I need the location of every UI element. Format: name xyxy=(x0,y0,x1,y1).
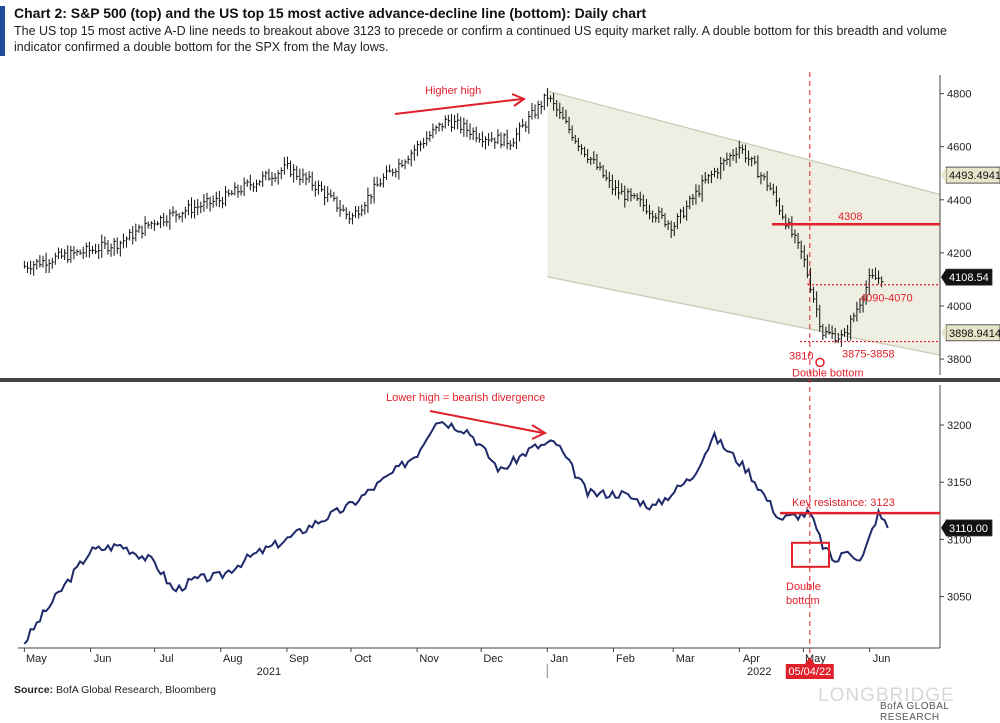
title-accent-bar xyxy=(0,6,5,56)
bottom-y-tick-label: 3100 xyxy=(947,534,971,546)
x-month-label: Jul xyxy=(160,653,174,665)
bearish-divergence-arrowhead xyxy=(531,424,548,440)
top-y-tick-label: 4200 xyxy=(947,248,971,260)
x-year-label-2022: 2022 xyxy=(747,666,771,678)
bearish-divergence-label: Lower high = bearish divergence xyxy=(386,392,545,404)
level-3810-label: 3810 xyxy=(789,350,813,362)
x-month-label: Oct xyxy=(354,653,371,665)
x-month-label: Jun xyxy=(873,653,891,665)
x-month-label: Jun xyxy=(94,653,112,665)
date-marker-tag-box xyxy=(785,664,834,679)
ad-line-series xyxy=(23,420,889,645)
channel-upper-value-tag-pointer xyxy=(941,167,946,184)
x-month-label: Sep xyxy=(289,653,309,665)
current-price-tag: 4108.54 xyxy=(949,272,989,284)
ad-current-value-tag-pointer xyxy=(941,519,946,536)
key-resistance-label: Key resistance: 3123 xyxy=(792,497,895,509)
date-marker-tag-pointer xyxy=(804,657,815,664)
x-month-label: Apr xyxy=(743,653,760,665)
top-y-tick-label: 4400 xyxy=(947,195,971,207)
x-month-label: Mar xyxy=(676,653,695,665)
x-month-label: Aug xyxy=(223,653,243,665)
x-month-label: Jan xyxy=(550,653,568,665)
chart-title: Chart 2: S&P 500 (top) and the US top 15… xyxy=(14,5,647,21)
source-text: BofA Global Research, Bloomberg xyxy=(56,684,216,696)
higher-high-label: Higher high xyxy=(425,85,481,97)
x-year-label-2021: 2021 xyxy=(257,666,281,678)
bottom-y-tick-label: 3200 xyxy=(947,420,971,432)
top-y-tick-label: 4600 xyxy=(947,142,971,154)
top-double-bottom-label: Double bottom xyxy=(792,367,864,379)
zone-3875-label: 3875-3858 xyxy=(842,349,895,361)
channel-area xyxy=(547,90,940,356)
bottom-double-bottom-label-2: bottom xyxy=(786,595,820,607)
channel-upper-line xyxy=(547,90,941,196)
panel-divider xyxy=(0,378,1000,382)
source-label: Source: xyxy=(14,684,54,696)
top-y-tick-label: 4000 xyxy=(947,301,971,313)
top-y-tick-label: 4800 xyxy=(947,89,971,101)
bearish-divergence-arrow xyxy=(429,410,544,434)
bottom-y-tick-label: 3150 xyxy=(947,477,971,489)
double-bottom-marker xyxy=(815,357,825,368)
channel-lower-line xyxy=(547,276,941,356)
bottom-double-bottom-label-1: Double xyxy=(786,581,821,593)
brand-footer: BofA GLOBAL RESEARCH xyxy=(880,701,950,723)
source-note: Source: BofA Global Research, Bloomberg xyxy=(14,684,216,696)
ad-current-value-tag: 3110.00 xyxy=(949,523,988,535)
x-month-label: Dec xyxy=(483,653,503,665)
x-month-label: Feb xyxy=(616,653,635,665)
bottom-y-tick-label: 3050 xyxy=(947,592,971,604)
higher-high-arrowhead xyxy=(511,93,527,107)
bottom-double-bottom-box xyxy=(791,541,830,568)
higher-high-arrow xyxy=(394,98,523,115)
watermark-text: LONGBRIDGE xyxy=(818,685,955,706)
date-marker-label: 05/04/22 xyxy=(788,666,831,678)
channel-lower-value-tag-pointer xyxy=(941,324,946,341)
channel-lower-value-tag: 3898.9414 xyxy=(949,328,1000,340)
channel-upper-value-tag: 4493.4941 xyxy=(949,170,1000,182)
chart-subtitle: The US top 15 most active A-D line needs… xyxy=(14,24,947,54)
current-price-tag-pointer xyxy=(941,269,946,286)
level-4308-label: 4308 xyxy=(838,211,862,223)
x-month-label: Nov xyxy=(419,653,439,665)
top-y-tick-label: 3800 xyxy=(947,354,971,366)
zone-4090-label: 4090-4070 xyxy=(860,293,913,305)
x-month-label: May xyxy=(26,653,47,665)
